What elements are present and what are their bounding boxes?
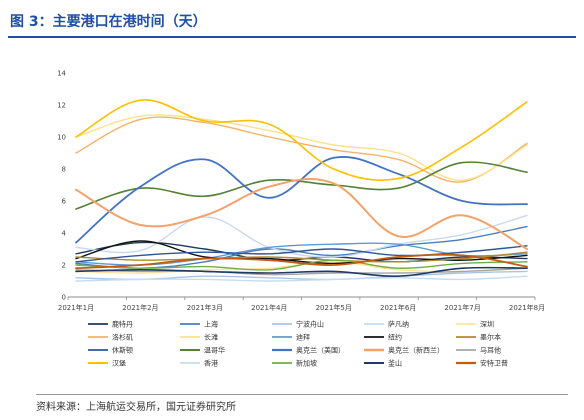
x-tick-label: 2021年6月 (380, 303, 416, 312)
x-tick-label: 2021年5月 (316, 303, 352, 312)
legend-label: 深圳 (480, 320, 494, 329)
y-tick-label: 12 (57, 102, 66, 110)
series-line (75, 114, 528, 181)
x-tick-label: 2021年8月 (509, 303, 545, 312)
series-line (75, 267, 528, 276)
legend-label: 洛杉矶 (112, 333, 133, 342)
legend-label: 萨凡纳 (388, 320, 409, 329)
legend-label: 宁波舟山 (296, 320, 324, 329)
series-line (75, 214, 528, 258)
y-tick-label: 6 (62, 198, 67, 206)
series-line (75, 275, 528, 282)
series-line (75, 177, 528, 250)
y-tick-label: 8 (62, 166, 66, 174)
x-tick-label: 2021年1月 (58, 303, 94, 312)
series-line (75, 240, 528, 265)
legend-label: 奥克兰（美国） (296, 346, 345, 355)
y-tick-label: 4 (62, 230, 67, 238)
legend-label: 香港 (204, 359, 218, 368)
x-tick-label: 2021年3月 (187, 303, 223, 312)
x-tick-label: 2021年2月 (122, 303, 158, 312)
series-line (75, 251, 528, 263)
series-line (75, 156, 528, 244)
legend-label: 迪拜 (296, 333, 310, 342)
y-tick-label: 10 (57, 134, 66, 142)
series-line (75, 259, 528, 271)
series-line (75, 161, 528, 210)
x-tick-label: 2021年7月 (444, 303, 480, 312)
y-tick-label: 0 (62, 294, 66, 302)
series-line (75, 99, 528, 181)
source-note: 资料来源：上海航运交易所，国元证券研究所 (36, 402, 236, 413)
figure-title: 图 3：主要港口在港时间（天） (10, 14, 207, 30)
series-line (75, 245, 528, 263)
series-line (75, 116, 528, 183)
legend-label: 长滩 (204, 333, 218, 342)
series-line (75, 266, 528, 278)
x-tick-label: 2021年4月 (251, 303, 287, 312)
legend-label: 釜山 (388, 359, 402, 368)
legend-label: 奥克兰（新西兰） (388, 346, 444, 355)
legend-label: 墨尔本 (480, 333, 501, 342)
legend-label: 温哥华 (204, 346, 225, 355)
legend-label: 汉堡 (112, 359, 126, 368)
legend-label: 安特卫普 (480, 359, 508, 368)
legend-label: 马耳他 (480, 346, 501, 355)
legend-label: 上海 (204, 320, 218, 329)
legend-label: 纽约 (388, 333, 402, 342)
legend-label: 鹿特丹 (112, 320, 133, 329)
y-tick-label: 14 (57, 70, 66, 78)
y-tick-label: 2 (62, 262, 66, 270)
legend-label: 新加坡 (296, 359, 317, 368)
title-bar: 图 3：主要港口在港时间（天） (8, 4, 576, 38)
source-divider (36, 394, 568, 395)
series-line (75, 253, 528, 270)
legend-label: 休斯顿 (112, 346, 133, 355)
